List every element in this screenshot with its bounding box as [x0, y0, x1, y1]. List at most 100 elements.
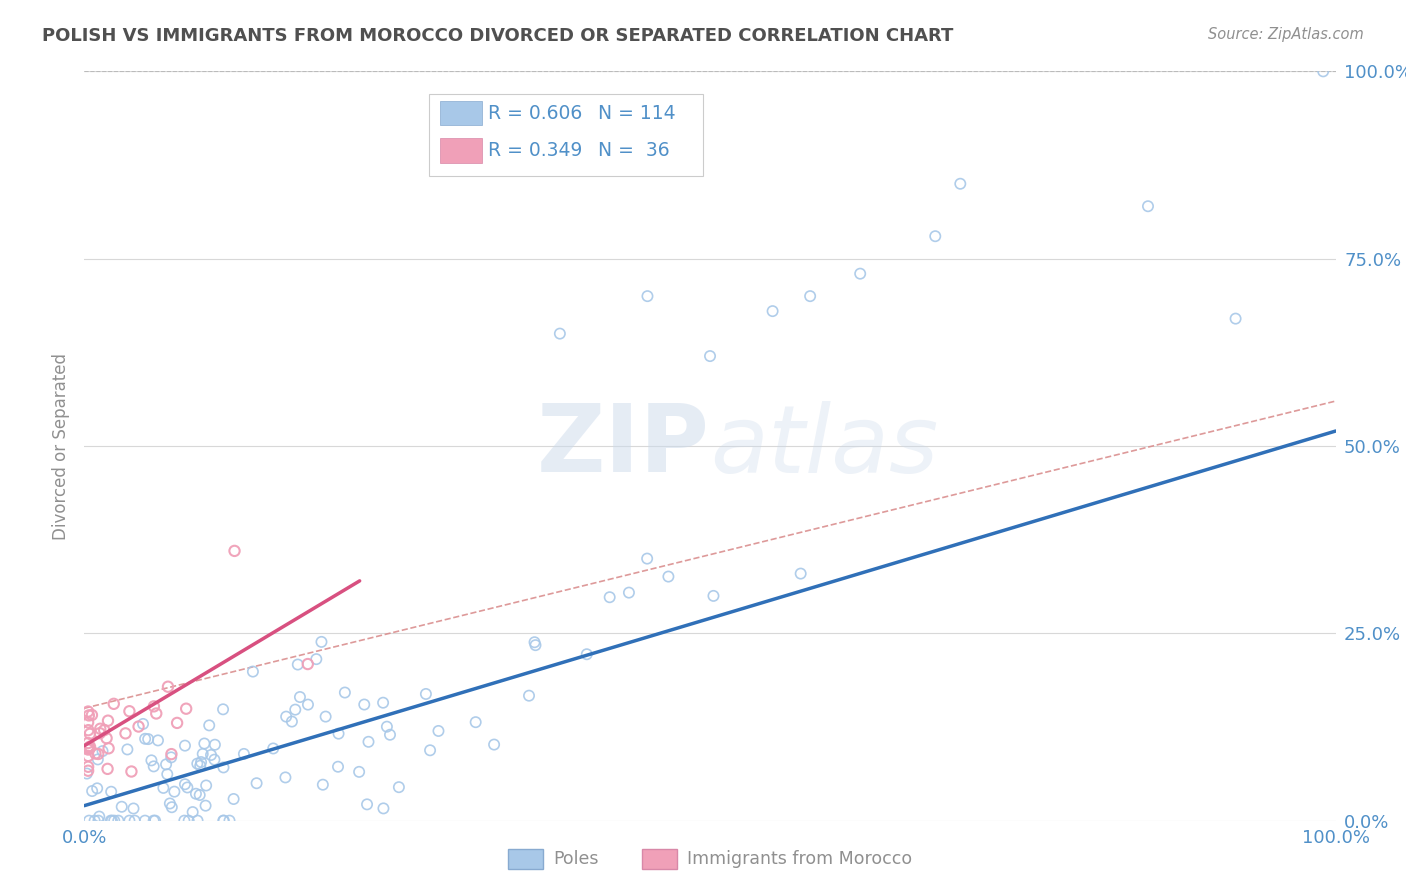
- Point: [284, 703, 307, 717]
- Point: [315, 709, 337, 723]
- Point: [80, 708, 103, 723]
- Point: [657, 569, 679, 583]
- Point: [155, 757, 177, 772]
- Point: [281, 714, 304, 729]
- Point: [517, 689, 540, 703]
- Point: [97, 714, 120, 728]
- Point: [699, 349, 721, 363]
- Text: R = 0.606: R = 0.606: [488, 103, 582, 122]
- Point: [262, 741, 284, 756]
- Point: [242, 665, 264, 679]
- Point: [89, 726, 111, 740]
- Point: [134, 814, 156, 828]
- Point: [117, 742, 139, 756]
- Point: [190, 755, 212, 769]
- Point: [93, 723, 115, 738]
- Point: [200, 747, 222, 762]
- Text: ZIP: ZIP: [537, 400, 710, 492]
- Text: atlas: atlas: [710, 401, 938, 491]
- Point: [156, 680, 179, 694]
- Point: [232, 747, 254, 761]
- Point: [100, 785, 122, 799]
- Point: [375, 720, 398, 734]
- Point: [181, 805, 204, 819]
- Text: POLISH VS IMMIGRANTS FROM MOROCCO DIVORCED OR SEPARATED CORRELATION CHART: POLISH VS IMMIGRANTS FROM MOROCCO DIVORC…: [42, 27, 953, 45]
- Point: [118, 814, 141, 828]
- Point: [89, 722, 111, 736]
- Point: [297, 657, 319, 671]
- Point: [86, 781, 108, 796]
- Point: [118, 704, 141, 718]
- Point: [163, 785, 186, 799]
- Point: [1136, 199, 1159, 213]
- Point: [82, 784, 104, 798]
- Point: [77, 741, 100, 756]
- Point: [357, 735, 380, 749]
- Point: [849, 267, 872, 281]
- Point: [174, 739, 197, 753]
- Point: [166, 715, 188, 730]
- Point: [146, 733, 169, 747]
- Point: [103, 814, 125, 828]
- Point: [204, 738, 226, 752]
- Point: [222, 792, 245, 806]
- Point: [373, 801, 395, 815]
- Point: [297, 698, 319, 712]
- Point: [142, 699, 165, 714]
- Point: [141, 753, 163, 767]
- Point: [378, 728, 401, 742]
- Point: [79, 739, 101, 754]
- Point: [77, 723, 100, 738]
- Point: [160, 800, 183, 814]
- Point: [276, 709, 298, 723]
- Point: [77, 748, 100, 763]
- Point: [353, 698, 375, 712]
- Point: [464, 715, 486, 730]
- Point: [77, 705, 100, 719]
- Point: [212, 760, 235, 774]
- Point: [77, 742, 100, 756]
- Legend: Poles, Immigrants from Morocco: Poles, Immigrants from Morocco: [501, 842, 920, 876]
- Point: [482, 738, 505, 752]
- Y-axis label: Divorced or Separated: Divorced or Separated: [52, 352, 70, 540]
- Point: [100, 814, 122, 828]
- Point: [173, 814, 195, 828]
- Point: [333, 685, 356, 699]
- Text: R = 0.349: R = 0.349: [488, 141, 582, 160]
- Point: [91, 744, 114, 758]
- Point: [198, 718, 221, 732]
- Point: [347, 764, 370, 779]
- Point: [312, 778, 335, 792]
- Point: [83, 814, 105, 828]
- Point: [84, 747, 107, 761]
- Point: [212, 814, 235, 828]
- Point: [156, 767, 179, 781]
- Point: [87, 747, 110, 761]
- Point: [160, 750, 183, 764]
- Point: [246, 776, 269, 790]
- Point: [107, 814, 129, 828]
- Point: [77, 764, 100, 778]
- Point: [415, 687, 437, 701]
- Point: [305, 652, 328, 666]
- Point: [77, 708, 100, 723]
- Text: N =  36: N = 36: [598, 141, 669, 160]
- Point: [702, 589, 724, 603]
- Point: [120, 764, 142, 779]
- Point: [287, 657, 309, 672]
- Point: [799, 289, 821, 303]
- Point: [212, 702, 235, 716]
- Point: [212, 814, 235, 828]
- Point: [188, 758, 211, 772]
- Point: [371, 696, 394, 710]
- Point: [617, 585, 640, 599]
- Point: [1225, 311, 1247, 326]
- Point: [77, 715, 100, 730]
- Point: [1312, 64, 1334, 78]
- Point: [599, 591, 621, 605]
- Point: [524, 638, 547, 652]
- Point: [176, 780, 198, 795]
- Point: [128, 720, 150, 734]
- Point: [152, 780, 174, 795]
- Point: [548, 326, 571, 341]
